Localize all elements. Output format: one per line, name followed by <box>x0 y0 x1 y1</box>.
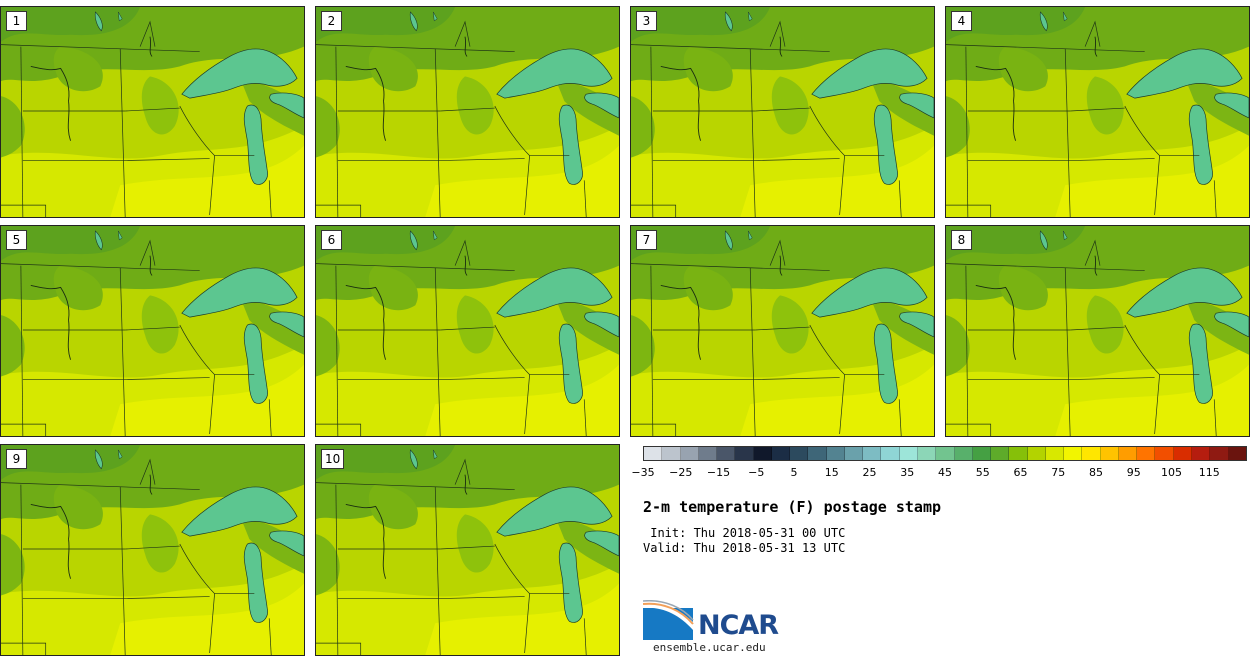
stamp-panel-6[interactable]: 6 <box>315 225 620 437</box>
stamp-number: 5 <box>6 230 27 250</box>
colorbar-tick-label: 25 <box>862 466 877 479</box>
stamp-number: 2 <box>321 11 342 31</box>
temperature-map <box>631 226 934 436</box>
colorbar-bin-22 <box>1045 447 1065 460</box>
colorbar-tick-label: 5 <box>790 466 798 479</box>
colorbar-bin-30 <box>1191 447 1211 460</box>
colorbar-bin-0 <box>644 447 663 460</box>
colorbar-tick-label: 45 <box>938 466 952 479</box>
chart-title: 2-m temperature (F) postage stamp <box>643 498 942 516</box>
colorbar-bin-6 <box>753 447 772 460</box>
stamp-number: 9 <box>6 449 27 469</box>
colorbar-bin-20 <box>1009 447 1028 460</box>
colorbar-bin-21 <box>1027 447 1046 460</box>
colorbar-bin-27 <box>1137 447 1156 460</box>
temperature-map <box>631 7 934 217</box>
colorbar-tick-label: −15 <box>706 466 731 479</box>
stamp-number: 10 <box>321 449 345 469</box>
colorbar-bin-8 <box>790 447 809 460</box>
colorbar-tick-label: 115 <box>1198 466 1220 479</box>
colorbar-bin-17 <box>954 447 973 460</box>
stamp-number: 8 <box>951 230 972 250</box>
colorbar-bin-18 <box>972 447 992 460</box>
colorbar-tick-label: 105 <box>1161 466 1182 479</box>
temperature-map <box>946 226 1249 436</box>
stamp-panel-5[interactable]: 5 <box>0 225 305 437</box>
temperature-map <box>316 445 619 655</box>
colorbar-tick-label: −35 <box>631 466 655 479</box>
colorbar-bin-16 <box>936 447 955 460</box>
stamp-panel-1[interactable]: 1 <box>0 6 305 218</box>
colorbar-bin-7 <box>771 447 791 460</box>
colorbar-tick-label: 85 <box>1089 466 1103 479</box>
stamp-number: 1 <box>6 11 27 31</box>
colorbar-bin-15 <box>917 447 937 460</box>
stamp-panel-10[interactable]: 10 <box>315 444 620 656</box>
colorbar-bin-11 <box>844 447 864 460</box>
stamp-panel-8[interactable]: 8 <box>945 225 1250 437</box>
colorbar-bin-13 <box>881 447 900 460</box>
colorbar-bin-3 <box>698 447 718 460</box>
colorbar-tick-labels: −35 −25 −15 −5 5 15 25 35 45 55 65 75 85 95 105 115 <box>631 466 1247 480</box>
temperature-map <box>316 226 619 436</box>
colorbar-tick-label: 95 <box>1126 466 1141 479</box>
stamp-number: 6 <box>321 230 342 250</box>
temperature-map <box>1 7 304 217</box>
colorbar-bin-23 <box>1064 447 1083 460</box>
colorbar-bin-31 <box>1210 447 1229 460</box>
temperature-map <box>1 445 304 655</box>
colorbar-bin-9 <box>808 447 827 460</box>
stamp-panel-3[interactable]: 3 <box>630 6 935 218</box>
colorbar-tick-label: 65 <box>1013 466 1028 479</box>
colorbar-bin-4 <box>717 447 736 460</box>
stamp-number: 7 <box>636 230 657 250</box>
colorbar-bin-32 <box>1228 447 1246 460</box>
stamp-number: 3 <box>636 11 657 31</box>
colorbar-bin-10 <box>826 447 845 460</box>
colorbar-bin-12 <box>863 447 882 460</box>
colorbar-tick-label: 75 <box>1051 466 1066 479</box>
colorbar-bin-5 <box>735 447 754 460</box>
colorbar-bin-24 <box>1082 447 1101 460</box>
colorbar-bin-19 <box>991 447 1010 460</box>
colorbar-tick-label: 55 <box>975 466 990 479</box>
temperature-map <box>946 7 1249 217</box>
colorbar-bin-29 <box>1173 447 1192 460</box>
website-url[interactable]: ensemble.ucar.edu <box>653 641 766 654</box>
colorbar-bin-25 <box>1100 447 1119 460</box>
colorbar-bin-26 <box>1118 447 1138 460</box>
ncar-logo-text: NCAR <box>698 610 779 641</box>
colorbar-bin-1 <box>662 447 681 460</box>
temperature-map <box>1 226 304 436</box>
valid-time: Valid: Thu 2018-05-31 13 UTC <box>643 541 846 555</box>
colorbar-tick-label: −25 <box>669 466 693 479</box>
colorbar-bin-2 <box>680 447 699 460</box>
colorbar-tick-label: −5 <box>748 466 765 479</box>
temperature-colorbar <box>643 446 1247 461</box>
stamp-panel-9[interactable]: 9 <box>0 444 305 656</box>
stamp-number: 4 <box>951 11 972 31</box>
colorbar-bin-14 <box>899 447 918 460</box>
colorbar-tick-label: 15 <box>824 466 839 479</box>
init-time: Init: Thu 2018-05-31 00 UTC <box>643 526 846 540</box>
stamp-panel-4[interactable]: 4 <box>945 6 1250 218</box>
temperature-map <box>316 7 619 217</box>
stamp-panel-7[interactable]: 7 <box>630 225 935 437</box>
colorbar-bin-28 <box>1155 447 1174 460</box>
stamp-panel-2[interactable]: 2 <box>315 6 620 218</box>
colorbar-tick-label: 35 <box>900 466 915 479</box>
ncar-logo-icon <box>643 600 694 640</box>
